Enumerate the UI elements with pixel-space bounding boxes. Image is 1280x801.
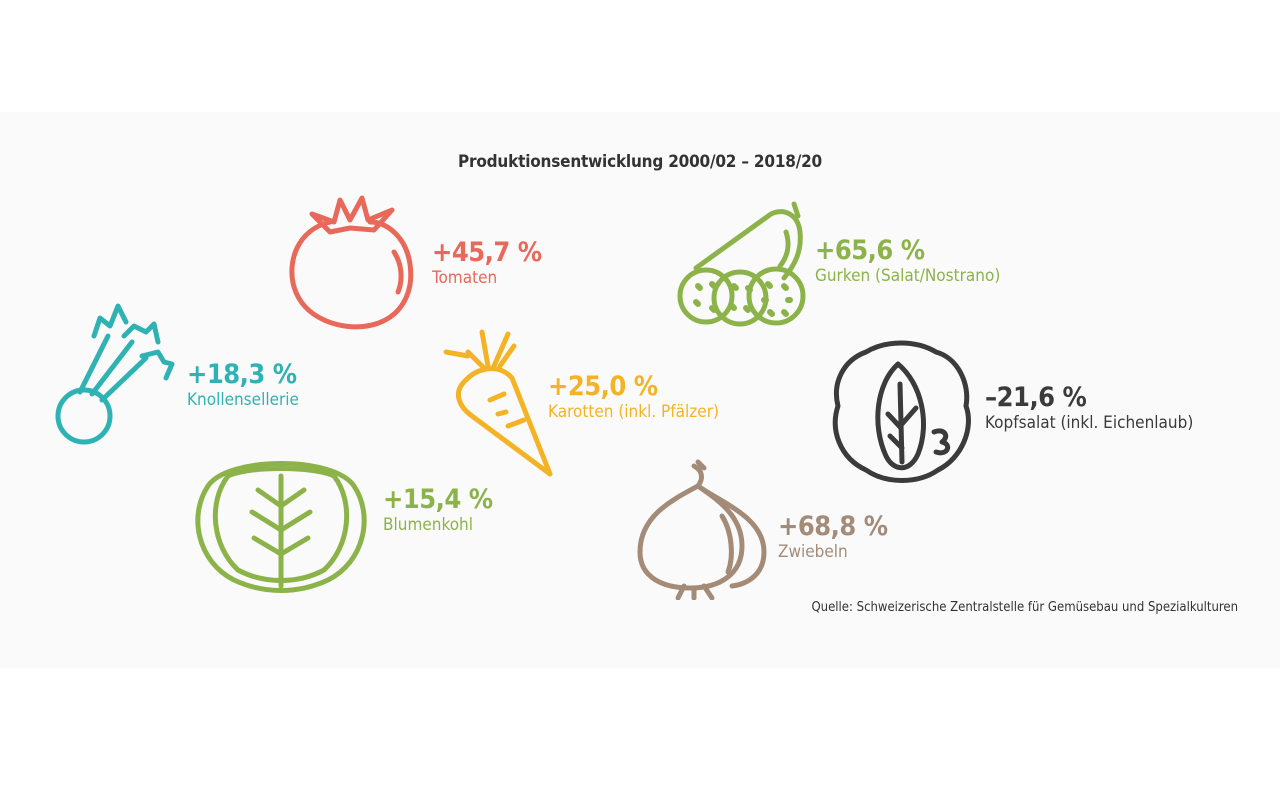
cucumber-value: +65,6 % xyxy=(815,235,925,266)
cucumber-label: Gurken (Salat/Nostrano) xyxy=(815,266,1001,286)
cauliflower-icon xyxy=(195,461,367,593)
carrot-value: +25,0 % xyxy=(548,371,658,402)
infographic-title: Produktionsentwicklung 2000/02 – 2018/20 xyxy=(458,152,822,172)
celery-value: +18,3 % xyxy=(187,359,297,390)
lettuce-icon xyxy=(832,340,971,483)
tomato-icon xyxy=(289,195,414,330)
source-note: Quelle: Schweizerische Zentralstelle für… xyxy=(811,600,1238,615)
infographic-background xyxy=(0,112,1280,668)
onion-icon xyxy=(637,459,767,600)
tomato-label: Tomaten xyxy=(432,268,498,288)
carrot-label: Karotten (inkl. Pfälzer) xyxy=(548,402,719,422)
onion-label: Zwiebeln xyxy=(778,542,848,562)
carrot-icon xyxy=(443,329,553,477)
lettuce-value: –21,6 % xyxy=(985,382,1087,413)
cauliflower-label: Blumenkohl xyxy=(383,515,473,535)
tomato-value: +45,7 % xyxy=(432,237,542,268)
lettuce-label: Kopfsalat (inkl. Eichenlaub) xyxy=(985,413,1194,433)
celery-label: Knollensellerie xyxy=(187,390,299,410)
onion-value: +68,8 % xyxy=(778,511,888,542)
celery-icon xyxy=(55,303,175,445)
cucumber-icon xyxy=(677,201,806,327)
cauliflower-value: +15,4 % xyxy=(383,484,493,515)
